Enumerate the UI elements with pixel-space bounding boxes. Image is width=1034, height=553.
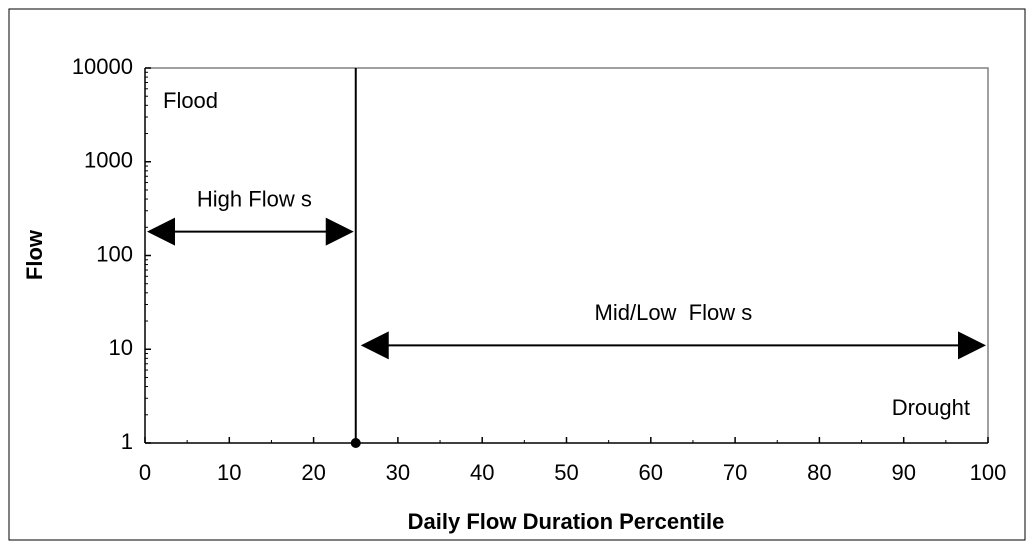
y-tick-label: 1000 [84, 148, 133, 173]
annotation-label: High Flow s [197, 186, 312, 211]
y-tick-label: 1 [121, 429, 133, 454]
x-tick-label: 70 [723, 460, 747, 485]
x-tick-label: 80 [807, 460, 831, 485]
zone-label: Flood [163, 88, 218, 113]
y-axis-label: Flow [22, 229, 47, 280]
x-tick-label: 30 [386, 460, 410, 485]
x-tick-label: 100 [970, 460, 1007, 485]
chart-border [8, 8, 1026, 541]
x-tick-label: 10 [217, 460, 241, 485]
y-tick-label: 100 [96, 241, 133, 266]
y-tick-label: 10 [109, 335, 133, 360]
x-tick-label: 50 [554, 460, 578, 485]
arrow-head [325, 217, 354, 246]
x-tick-label: 20 [301, 460, 325, 485]
x-tick-label: 40 [470, 460, 494, 485]
x-axis-label: Daily Flow Duration Percentile [408, 509, 725, 534]
x-tick-label: 90 [891, 460, 915, 485]
y-tick-label: 10000 [72, 54, 133, 79]
annotation-label: Mid/Low Flow s [595, 300, 753, 325]
series-marker [350, 438, 361, 448]
x-tick-label: 0 [139, 460, 151, 485]
arrow-head [147, 217, 175, 246]
plot-border [145, 67, 989, 443]
zone-label: Drought [892, 395, 970, 420]
x-tick-label: 60 [639, 460, 663, 485]
arrow-head [958, 331, 986, 360]
arrow-head [360, 331, 389, 360]
